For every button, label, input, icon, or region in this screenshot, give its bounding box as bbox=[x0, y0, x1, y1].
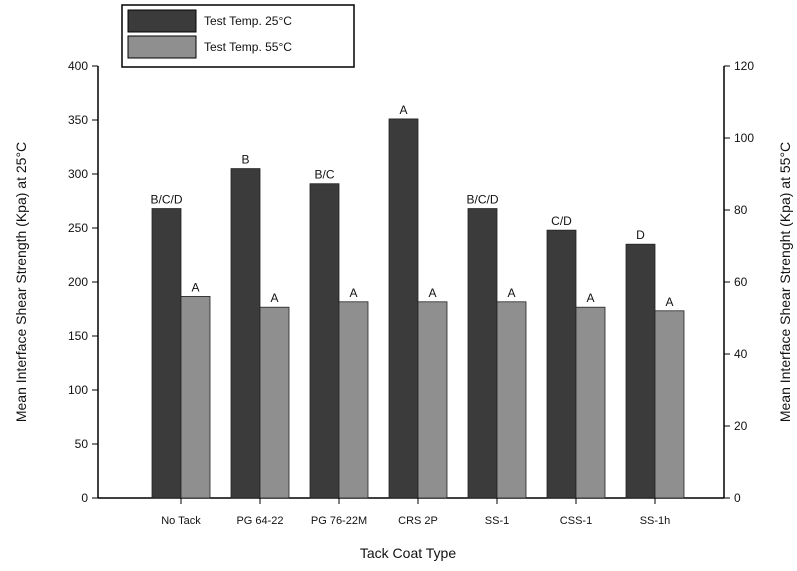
right-tick-label: 20 bbox=[734, 419, 748, 433]
left-tick-label: 200 bbox=[68, 275, 88, 289]
bar-grouping-label: B/C/D bbox=[466, 193, 498, 207]
bar-grouping-label: A bbox=[665, 295, 673, 309]
left-tick-label: 50 bbox=[75, 437, 89, 451]
bar-25c bbox=[467, 208, 498, 499]
category-label: No Tack bbox=[161, 515, 201, 527]
bar-grouping-label: A bbox=[507, 286, 515, 300]
left-tick-label: 350 bbox=[68, 113, 88, 127]
left-tick-label: 0 bbox=[81, 491, 88, 505]
category-label: CRS 2P bbox=[398, 515, 438, 527]
right-tick-label: 80 bbox=[734, 203, 748, 217]
bar-55c bbox=[180, 295, 211, 499]
right-tick-label: 120 bbox=[734, 59, 754, 73]
right-tick-label: 100 bbox=[734, 131, 754, 145]
legend-swatch-55c bbox=[127, 35, 197, 59]
bar-grouping-label: B/C/D bbox=[150, 193, 182, 207]
bar-55c bbox=[575, 306, 606, 499]
left-axis-title: Mean Interface Shear Strength (Kpa) at 2… bbox=[13, 142, 29, 422]
category-label: SS-1 bbox=[485, 515, 509, 527]
bar-25c bbox=[230, 168, 261, 499]
right-axis-title: Mean Interface Shear Strenght (Kpa) at 5… bbox=[777, 142, 793, 422]
right-tick-label: 40 bbox=[734, 347, 748, 361]
bar-grouping-label: A bbox=[428, 286, 436, 300]
category-label: PG 64-22 bbox=[236, 515, 283, 527]
bar-25c bbox=[625, 243, 656, 499]
left-tick-label: 250 bbox=[68, 221, 88, 235]
right-axis-ticks: 0 20 40 60 80 100 120 bbox=[724, 59, 754, 505]
x-axis-title: Tack Coat Type bbox=[360, 545, 456, 561]
bar-55c bbox=[496, 301, 527, 499]
legend: Test Temp. 25°C Test Temp. 55°C bbox=[121, 4, 355, 68]
bar-25c bbox=[309, 183, 340, 499]
bar-grouping-label: A bbox=[191, 280, 199, 294]
left-tick-label: 150 bbox=[68, 329, 88, 343]
left-tick-label: 300 bbox=[68, 167, 88, 181]
category-labels: No Tack PG 64-22 PG 76-22M CRS 2P SS-1 CSS-1 S… bbox=[161, 498, 670, 527]
bar-25c bbox=[388, 118, 419, 499]
bar-25c bbox=[546, 229, 577, 499]
category-label: SS-1h bbox=[640, 515, 671, 527]
right-tick-label: 0 bbox=[734, 491, 741, 505]
bar-55c bbox=[338, 301, 369, 499]
bar-25c bbox=[151, 208, 182, 499]
bar-55c bbox=[654, 310, 685, 499]
legend-swatch-25c bbox=[127, 9, 197, 33]
bar-grouping-label: B bbox=[241, 153, 249, 167]
bar-labels: B/C/D A B A B/C A A A B/C/D A C/D A D A bbox=[150, 103, 673, 309]
left-axis-ticks: 0 50 100 150 200 250 300 350 400 bbox=[68, 59, 98, 505]
bar-grouping-label: A bbox=[399, 103, 407, 117]
bar-55c bbox=[259, 306, 290, 499]
left-tick-label: 400 bbox=[68, 59, 88, 73]
bar-55c bbox=[417, 301, 448, 499]
bar-grouping-label: A bbox=[349, 286, 357, 300]
left-tick-label: 100 bbox=[68, 383, 88, 397]
legend-label-55c: Test Temp. 55°C bbox=[204, 40, 292, 54]
bar-grouping-label: A bbox=[586, 291, 594, 305]
bar-grouping-label: B/C bbox=[314, 168, 334, 182]
category-label: CSS-1 bbox=[560, 515, 592, 527]
bar-grouping-label: D bbox=[636, 228, 645, 242]
bars bbox=[151, 118, 685, 499]
category-label: PG 76-22M bbox=[311, 515, 367, 527]
legend-label-25c: Test Temp. 25°C bbox=[204, 14, 292, 28]
bar-grouping-label: A bbox=[270, 291, 278, 305]
bar-grouping-label: C/D bbox=[551, 214, 572, 228]
right-tick-label: 60 bbox=[734, 275, 748, 289]
